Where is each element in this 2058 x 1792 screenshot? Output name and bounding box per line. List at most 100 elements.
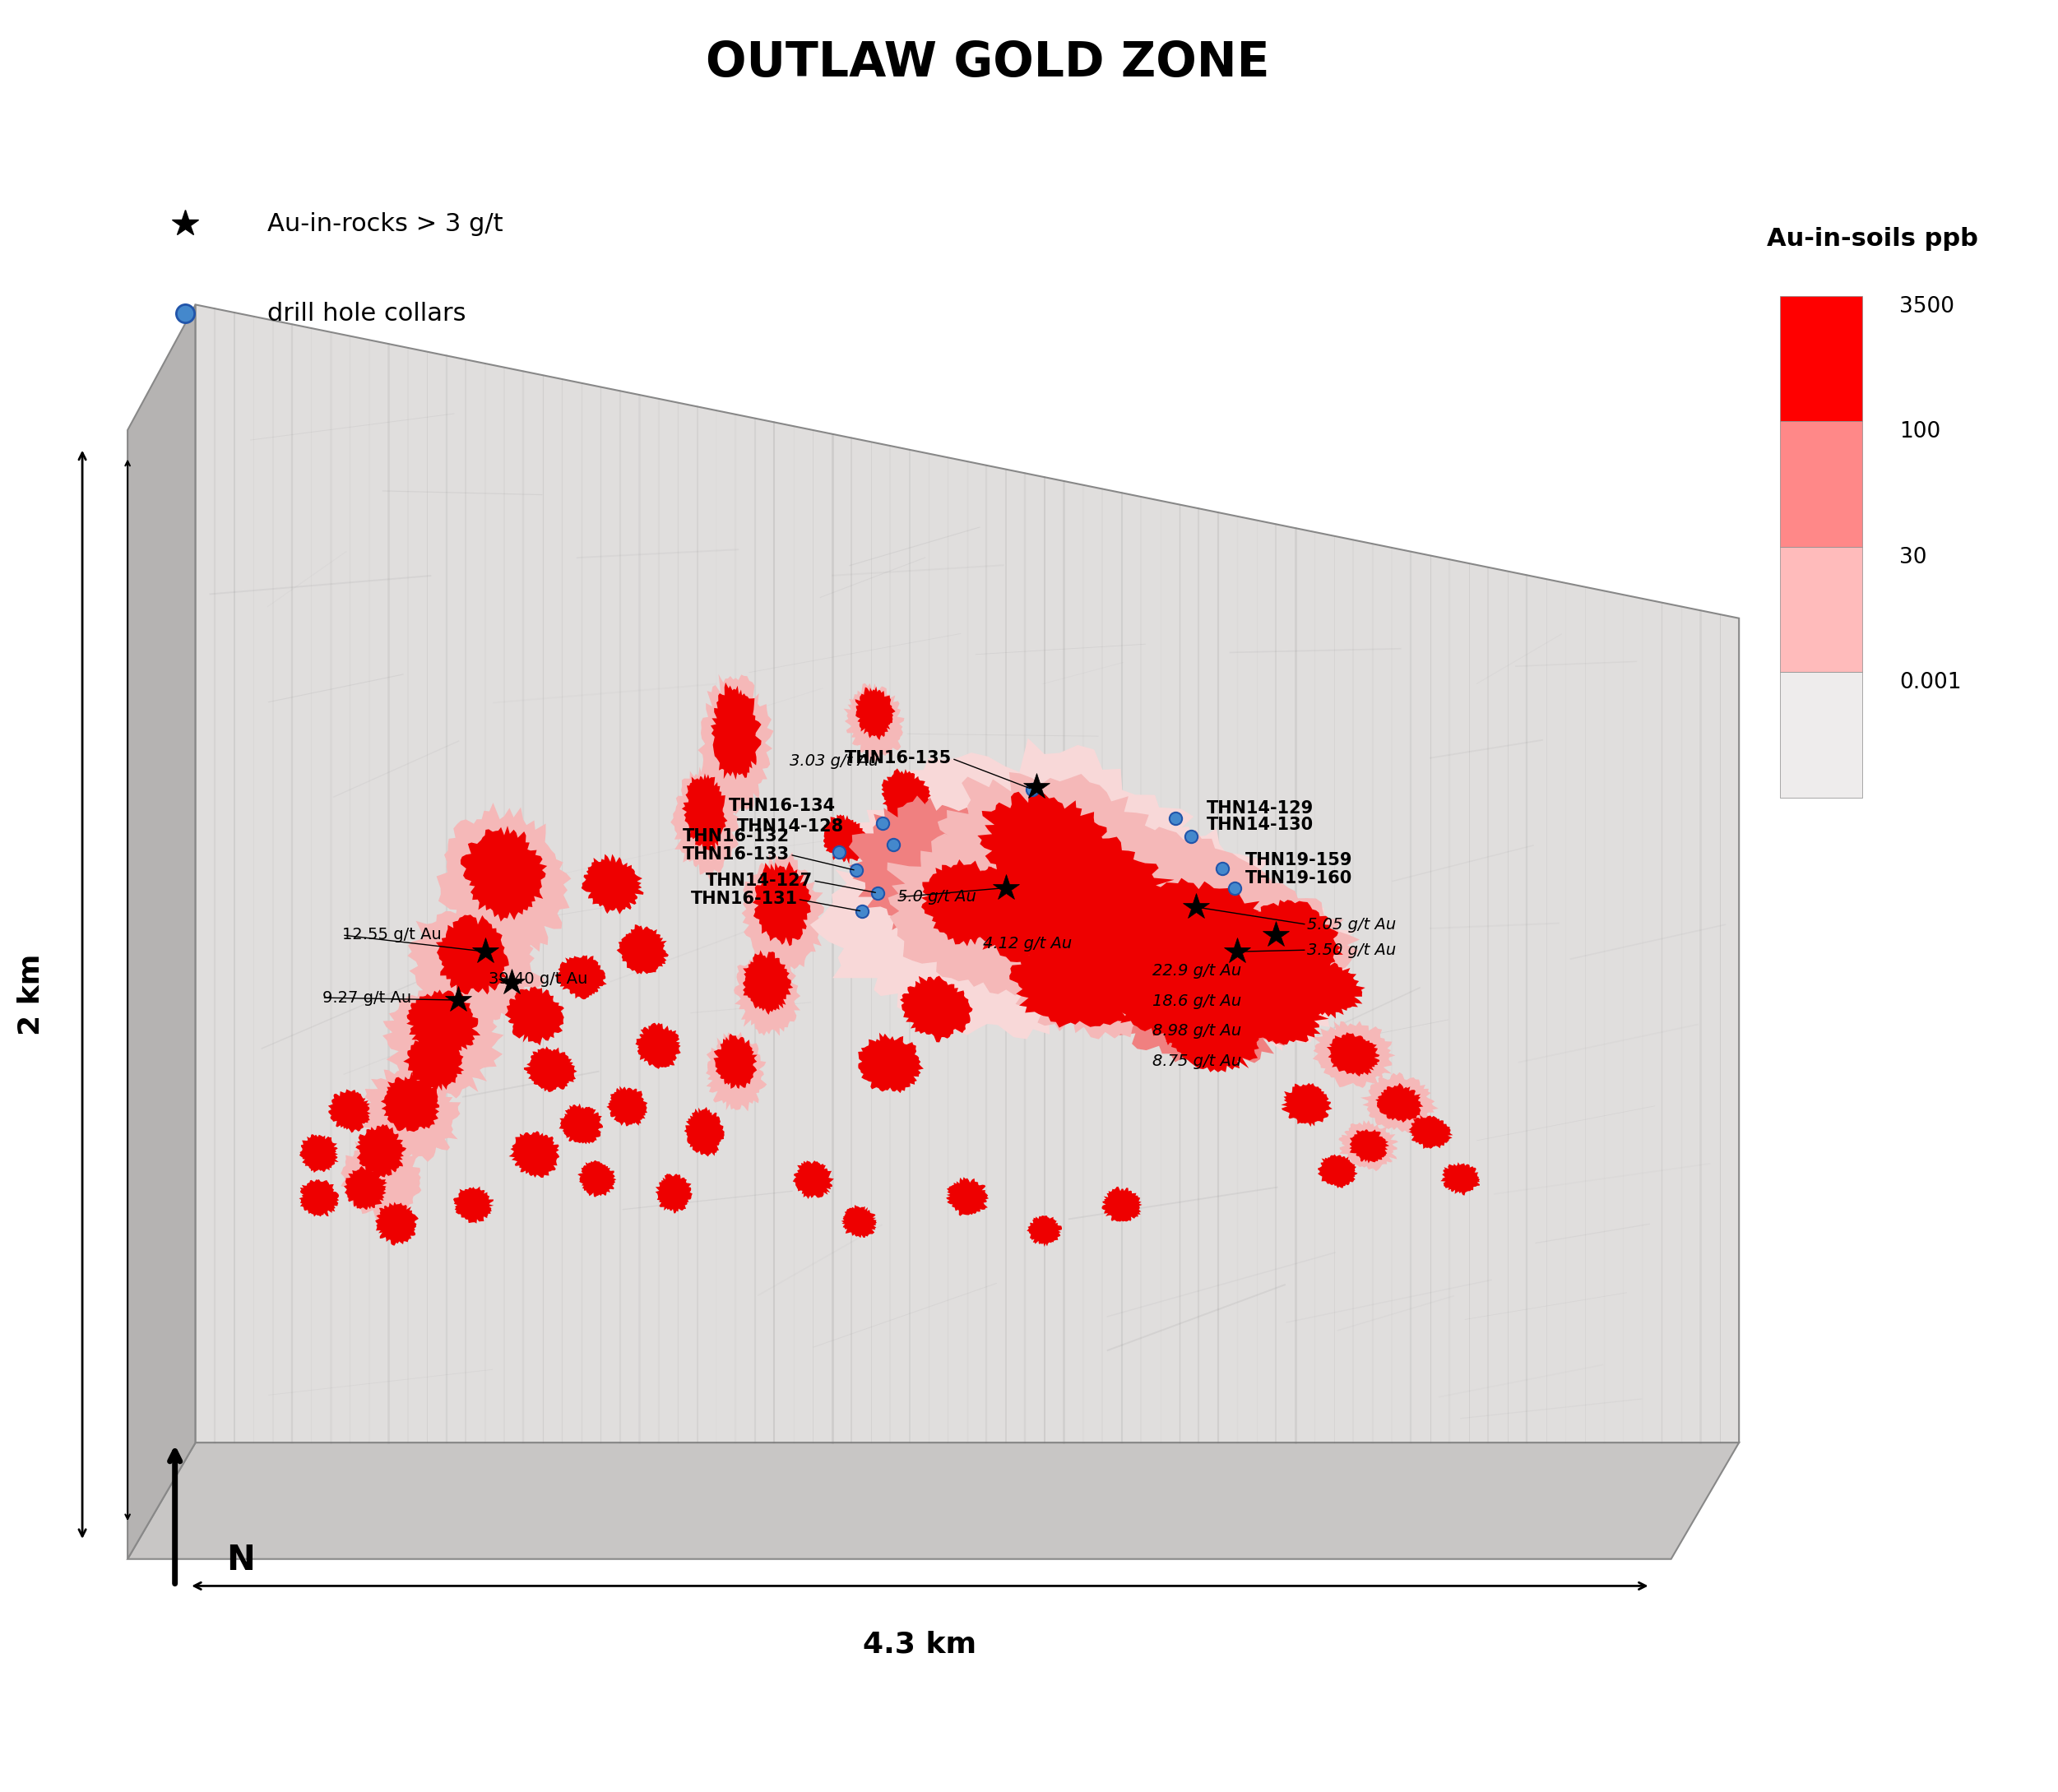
Text: 2 km: 2 km xyxy=(16,953,45,1036)
Polygon shape xyxy=(1410,1115,1453,1149)
Polygon shape xyxy=(1441,1163,1480,1195)
Polygon shape xyxy=(128,305,196,1559)
Text: 3.50 g/t Au: 3.50 g/t Au xyxy=(1307,943,1395,957)
Text: THN16-135: THN16-135 xyxy=(844,751,951,767)
Polygon shape xyxy=(1101,1186,1142,1222)
Text: drill hole collars: drill hole collars xyxy=(268,301,467,326)
Text: THN16-134: THN16-134 xyxy=(729,797,836,814)
Polygon shape xyxy=(436,914,508,995)
Text: THN16-132: THN16-132 xyxy=(683,828,790,844)
Polygon shape xyxy=(1050,826,1286,989)
Polygon shape xyxy=(1317,1154,1358,1188)
Text: Au-in-soils ppb: Au-in-soils ppb xyxy=(1768,228,1978,251)
Polygon shape xyxy=(453,1186,494,1224)
Text: THN16-133: THN16-133 xyxy=(683,846,790,864)
Text: THN14-128: THN14-128 xyxy=(737,819,844,835)
Polygon shape xyxy=(356,1124,405,1177)
Polygon shape xyxy=(1165,995,1266,1072)
Polygon shape xyxy=(671,767,739,882)
Polygon shape xyxy=(698,674,774,815)
Polygon shape xyxy=(508,1131,560,1177)
Text: 0.001: 0.001 xyxy=(1900,672,1961,694)
Text: 22.9 g/t Au: 22.9 g/t Au xyxy=(1152,962,1241,978)
Polygon shape xyxy=(1313,1021,1395,1088)
Text: THN14-127: THN14-127 xyxy=(706,873,813,889)
Polygon shape xyxy=(1008,934,1140,1027)
Text: THN14-129: THN14-129 xyxy=(1206,801,1313,817)
Polygon shape xyxy=(1126,878,1278,982)
Polygon shape xyxy=(617,925,669,975)
Polygon shape xyxy=(1241,900,1344,978)
Polygon shape xyxy=(578,1159,615,1197)
Polygon shape xyxy=(922,860,1015,946)
Bar xyxy=(1780,672,1862,797)
Polygon shape xyxy=(992,892,1194,1039)
Text: THN14-130: THN14-130 xyxy=(1206,817,1313,833)
Polygon shape xyxy=(636,1023,681,1070)
Polygon shape xyxy=(681,774,729,851)
Polygon shape xyxy=(854,686,895,740)
Polygon shape xyxy=(1350,1129,1389,1163)
Polygon shape xyxy=(1027,1215,1062,1247)
Polygon shape xyxy=(947,1177,988,1217)
Polygon shape xyxy=(844,683,903,762)
Polygon shape xyxy=(580,855,644,914)
Text: N: N xyxy=(226,1543,255,1577)
Polygon shape xyxy=(848,796,1015,950)
Text: 9.27 g/t Au: 9.27 g/t Au xyxy=(321,989,412,1005)
Bar xyxy=(1780,421,1862,547)
Polygon shape xyxy=(196,305,1739,1443)
Polygon shape xyxy=(714,1034,757,1090)
Polygon shape xyxy=(1280,957,1364,1018)
Text: THN16-131: THN16-131 xyxy=(689,891,796,907)
Polygon shape xyxy=(811,821,1115,1039)
Polygon shape xyxy=(358,1068,461,1163)
Polygon shape xyxy=(556,955,607,1000)
Polygon shape xyxy=(381,1072,438,1133)
Polygon shape xyxy=(1159,873,1360,1014)
Polygon shape xyxy=(978,790,1113,896)
Text: 8.98 g/t Au: 8.98 g/t Au xyxy=(1152,1023,1241,1039)
Polygon shape xyxy=(823,814,866,864)
Text: 3.03 g/t Au: 3.03 g/t Au xyxy=(790,753,879,769)
Polygon shape xyxy=(1327,1032,1379,1077)
Text: THN19-160: THN19-160 xyxy=(1245,871,1352,887)
Polygon shape xyxy=(1227,975,1329,1045)
Polygon shape xyxy=(984,808,1327,1038)
Text: THN19-159: THN19-159 xyxy=(1245,851,1352,869)
Polygon shape xyxy=(504,986,564,1045)
Polygon shape xyxy=(407,989,480,1057)
Polygon shape xyxy=(1029,885,1216,1007)
Polygon shape xyxy=(1101,939,1233,1045)
Polygon shape xyxy=(560,1104,603,1143)
Polygon shape xyxy=(887,828,1120,1002)
Polygon shape xyxy=(327,1090,370,1133)
Polygon shape xyxy=(957,855,1103,964)
Text: 8.75 g/t Au: 8.75 g/t Au xyxy=(1152,1054,1241,1070)
Polygon shape xyxy=(1360,1072,1439,1133)
Text: 4.3 km: 4.3 km xyxy=(862,1631,978,1659)
Polygon shape xyxy=(1175,925,1313,1018)
Text: 39.40 g/t Au: 39.40 g/t Au xyxy=(490,971,589,987)
Polygon shape xyxy=(461,826,547,921)
Polygon shape xyxy=(407,901,543,1032)
Polygon shape xyxy=(403,1032,465,1091)
Text: 12.55 g/t Au: 12.55 g/t Au xyxy=(342,926,442,943)
Polygon shape xyxy=(683,1107,724,1156)
Polygon shape xyxy=(792,1161,833,1199)
Polygon shape xyxy=(1008,831,1175,950)
Polygon shape xyxy=(1375,1082,1424,1122)
Text: 100: 100 xyxy=(1900,421,1941,443)
Polygon shape xyxy=(375,1202,418,1245)
Text: Au-in-rocks > 3 g/t: Au-in-rocks > 3 g/t xyxy=(268,211,504,237)
Polygon shape xyxy=(436,803,572,962)
Polygon shape xyxy=(342,1138,422,1222)
Bar xyxy=(1780,547,1862,672)
Text: 18.6 g/t Au: 18.6 g/t Au xyxy=(1152,993,1241,1009)
Polygon shape xyxy=(858,1032,924,1093)
Polygon shape xyxy=(928,772,1196,953)
Polygon shape xyxy=(1097,867,1358,1050)
Text: OUTLAW GOLD ZONE: OUTLAW GOLD ZONE xyxy=(706,39,1270,86)
Text: 5.05 g/t Au: 5.05 g/t Au xyxy=(1307,918,1395,932)
Text: 30: 30 xyxy=(1900,547,1926,568)
